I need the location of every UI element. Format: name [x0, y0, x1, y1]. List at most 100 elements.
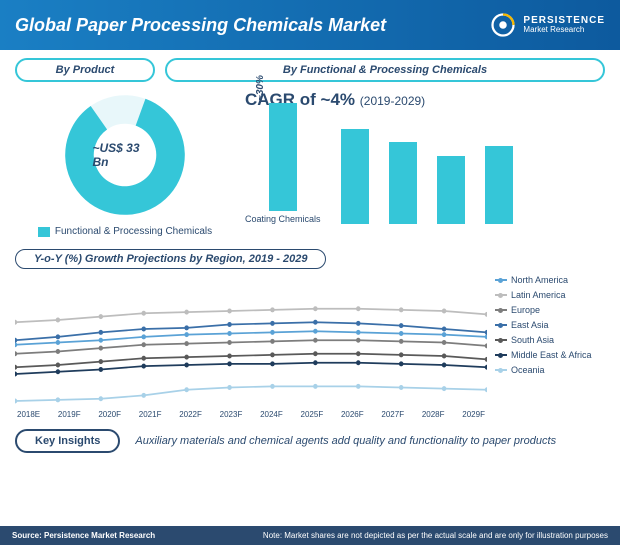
line-marker [15, 320, 17, 325]
line-marker [56, 397, 61, 402]
bar [389, 142, 417, 224]
line-marker [270, 361, 275, 366]
line-marker [227, 361, 232, 366]
legend-marker [495, 294, 507, 296]
content-area: By Product By Functional & Processing Ch… [0, 50, 620, 461]
line-marker [313, 306, 318, 311]
line-marker [270, 339, 275, 344]
line-marker [15, 342, 17, 347]
legend-item: South Asia [495, 335, 605, 345]
bar-category-label: Coating Chemicals [245, 214, 321, 224]
line-marker [485, 330, 487, 335]
line-marker [399, 307, 404, 312]
line-marker [227, 331, 232, 336]
legend-marker [495, 354, 507, 356]
line-marker [313, 360, 318, 365]
donut-chart-area: ~US$ 33 Bn Functional & Processing Chemi… [15, 90, 235, 237]
x-label: 2018E [17, 410, 40, 419]
bar-chart-area: CAGR of ~4% (2019-2029) ~30%Coating Chem… [245, 90, 605, 237]
legend-marker [495, 279, 507, 281]
line-marker [442, 332, 447, 337]
line-marker [184, 325, 189, 330]
line-marker [56, 349, 61, 354]
bar-item [341, 129, 369, 224]
x-label: 2025F [301, 410, 324, 419]
line-marker [442, 340, 447, 345]
bar-item [437, 156, 465, 224]
line-series [15, 322, 487, 340]
line-marker [270, 307, 275, 312]
line-marker [356, 330, 361, 335]
key-insights-row: Key Insights Auxiliary materials and che… [15, 429, 605, 453]
page-title: Global Paper Processing Chemicals Market [15, 15, 386, 36]
line-marker [399, 323, 404, 328]
line-marker [141, 334, 146, 339]
logo-text: PERSISTENCE Market Research [523, 15, 605, 35]
line-marker [270, 352, 275, 357]
legend-label: Middle East & Africa [511, 350, 592, 360]
line-marker [356, 321, 361, 326]
section-pills: By Product By Functional & Processing Ch… [15, 58, 605, 82]
line-marker [141, 327, 146, 332]
legend-marker [495, 309, 507, 311]
line-marker [141, 393, 146, 398]
donut-legend-swatch [38, 227, 50, 237]
key-insights-text: Auxiliary materials and chemical agents … [135, 434, 556, 448]
line-marker [15, 365, 17, 370]
line-marker [184, 387, 189, 392]
top-charts-row: ~US$ 33 Bn Functional & Processing Chemi… [15, 90, 605, 237]
bar-value-label: ~30% [255, 75, 266, 101]
line-marker [485, 357, 487, 362]
line-marker [227, 340, 232, 345]
line-marker [270, 330, 275, 335]
line-marker [399, 385, 404, 390]
line-marker [15, 399, 17, 404]
line-marker [313, 384, 318, 389]
line-marker [99, 367, 104, 372]
line-chart-legend: North AmericaLatin AmericaEuropeEast Asi… [495, 275, 605, 419]
line-chart-area: 2018E2019F2020F2021F2022F2023F2024F2025F… [15, 275, 605, 419]
footer-bar: Source: Persistence Market Research Note… [0, 526, 620, 545]
line-marker [56, 363, 61, 368]
pill-by-product: By Product [15, 58, 155, 82]
legend-label: Oceania [511, 365, 545, 375]
line-marker [442, 309, 447, 314]
brand-logo: PERSISTENCE Market Research [488, 10, 605, 40]
bar-item: ~30% Coating Chemicals [245, 103, 321, 224]
x-label: 2022F [179, 410, 202, 419]
legend-marker [495, 339, 507, 341]
line-series [15, 354, 487, 368]
legend-item: Oceania [495, 365, 605, 375]
line-marker [313, 320, 318, 325]
bar-item [389, 142, 417, 224]
line-marker [141, 356, 146, 361]
line-marker [485, 387, 487, 392]
line-marker [227, 385, 232, 390]
line-marker [399, 339, 404, 344]
line-series [15, 363, 487, 374]
key-insights-pill: Key Insights [15, 429, 120, 453]
legend-label: South Asia [511, 335, 554, 345]
line-marker [399, 352, 404, 357]
line-marker [184, 341, 189, 346]
line-marker [270, 384, 275, 389]
x-label: 2019F [58, 410, 81, 419]
header-bar: Global Paper Processing Chemicals Market… [0, 0, 620, 50]
legend-item: North America [495, 275, 605, 285]
bar: ~30% [269, 103, 297, 211]
line-marker [399, 331, 404, 336]
bar [437, 156, 465, 224]
line-marker [15, 372, 17, 377]
x-label: 2027F [381, 410, 404, 419]
legend-marker [495, 324, 507, 326]
line-series [15, 309, 487, 323]
persistence-logo-icon [488, 10, 518, 40]
line-marker [356, 338, 361, 343]
line-marker [227, 322, 232, 327]
line-marker [485, 343, 487, 348]
line-marker [485, 312, 487, 317]
legend-item: Europe [495, 305, 605, 315]
line-marker [99, 314, 104, 319]
line-chart [15, 275, 487, 410]
line-marker [99, 338, 104, 343]
